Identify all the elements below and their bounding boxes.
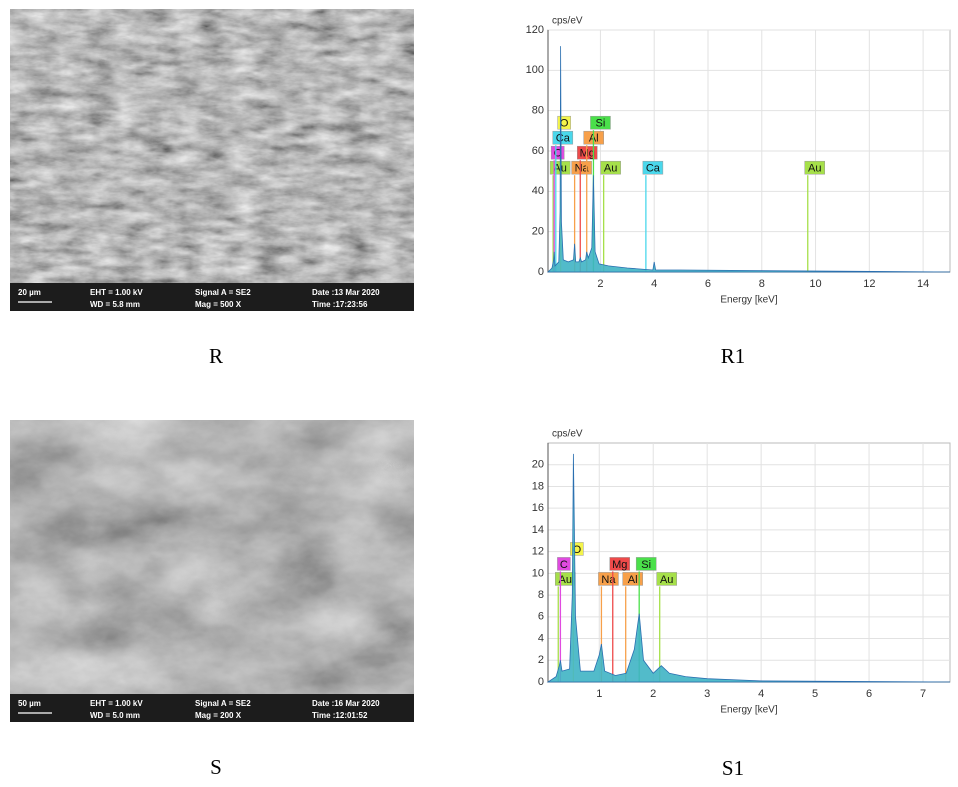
mag: Mag = 200 X (195, 711, 242, 720)
time: Time :12:01:52 (312, 711, 368, 720)
element-box (642, 160, 664, 175)
element-label: Mg (612, 559, 627, 571)
eht: EHT = 1.00 kV (90, 699, 143, 708)
caption: S (210, 755, 222, 779)
x-tick-label: 3 (704, 688, 710, 700)
element-box (600, 160, 621, 175)
element-label: Si (641, 559, 651, 571)
scale-label: 20 µm (18, 288, 41, 297)
x-tick-label: 2 (597, 278, 603, 290)
y-tick-label: 6 (538, 611, 544, 623)
spectrum (547, 46, 951, 273)
x-tick-label: 6 (866, 688, 872, 700)
element-label: C (560, 559, 568, 571)
x-tick-label: 12 (863, 278, 875, 290)
y-tick-label: 10 (532, 567, 544, 579)
element-box (622, 572, 643, 586)
y-tick-label: 20 (532, 459, 544, 471)
wd: WD = 5.8 mm (90, 300, 140, 309)
y-tick-label: 0 (538, 676, 544, 688)
x-tick-label: 10 (809, 278, 821, 290)
time: Time :17:23:56 (312, 300, 368, 309)
x-tick-label: 4 (758, 688, 764, 700)
y-axis-label: cps/eV (552, 16, 583, 27)
x-tick-label: 14 (917, 278, 929, 290)
date: Date :16 Mar 2020 (312, 699, 380, 708)
y-tick-label: 2 (538, 654, 544, 666)
wd: WD = 5.0 mm (90, 711, 140, 720)
element-box (656, 572, 677, 586)
element-label: Au (604, 163, 617, 175)
y-tick-label: 16 (532, 502, 544, 514)
scale-label: 50 µm (18, 699, 41, 708)
element-box (635, 557, 657, 571)
y-tick-label: 12 (532, 546, 544, 558)
plot-area (547, 442, 951, 683)
x-tick-label: 8 (759, 278, 765, 290)
y-tick-label: 60 (532, 145, 544, 157)
element-box (598, 572, 619, 586)
x-tick-label: 5 (812, 688, 818, 700)
element-label: Na (601, 574, 616, 586)
y-tick-label: 14 (532, 524, 544, 536)
y-tick-label: 20 (532, 226, 544, 238)
mag: Mag = 500 X (195, 300, 242, 309)
y-tick-label: 18 (532, 480, 544, 492)
signal: Signal A = SE2 (195, 699, 251, 708)
element-label: O (573, 544, 582, 556)
y-tick-label: 120 (526, 24, 544, 36)
element-box (804, 160, 826, 175)
x-tick-label: 2 (650, 688, 656, 700)
element-label: Au (808, 163, 821, 175)
y-tick-label: 8 (538, 589, 544, 601)
element-label: O (560, 118, 569, 130)
element-label: Au (660, 574, 673, 586)
y-axis-label: cps/eV (552, 429, 583, 440)
signal: Signal A = SE2 (195, 288, 251, 297)
sem-image-r (10, 9, 414, 311)
spectrum (546, 453, 951, 683)
element-label: Si (596, 118, 606, 130)
element-label: Al (628, 574, 638, 586)
caption: R1 (721, 344, 746, 368)
element-box (590, 115, 611, 130)
caption: S1 (722, 756, 744, 780)
x-tick-label: 7 (920, 688, 926, 700)
x-tick-label: 4 (651, 278, 657, 290)
element-box (609, 557, 631, 571)
element-label: Au (559, 574, 572, 586)
element-label: Ca (646, 163, 661, 175)
x-axis-label: Energy [keV] (720, 705, 777, 716)
y-tick-label: 40 (532, 185, 544, 197)
element-label: Ca (556, 133, 571, 145)
x-axis-label: Energy [keV] (720, 295, 777, 306)
date: Date :13 Mar 2020 (312, 288, 380, 297)
y-tick-label: 100 (526, 64, 544, 76)
caption: R (209, 344, 223, 368)
x-tick-label: 1 (596, 688, 602, 700)
eht: EHT = 1.00 kV (90, 288, 143, 297)
element-label: Na (575, 163, 590, 175)
y-tick-label: 80 (532, 105, 544, 117)
element-box (552, 130, 574, 145)
x-tick-label: 6 (705, 278, 711, 290)
y-tick-label: 0 (538, 266, 544, 278)
element-label: C (554, 148, 562, 160)
sem-image-s (10, 420, 414, 722)
element-box (557, 557, 571, 571)
y-tick-label: 4 (538, 632, 544, 644)
